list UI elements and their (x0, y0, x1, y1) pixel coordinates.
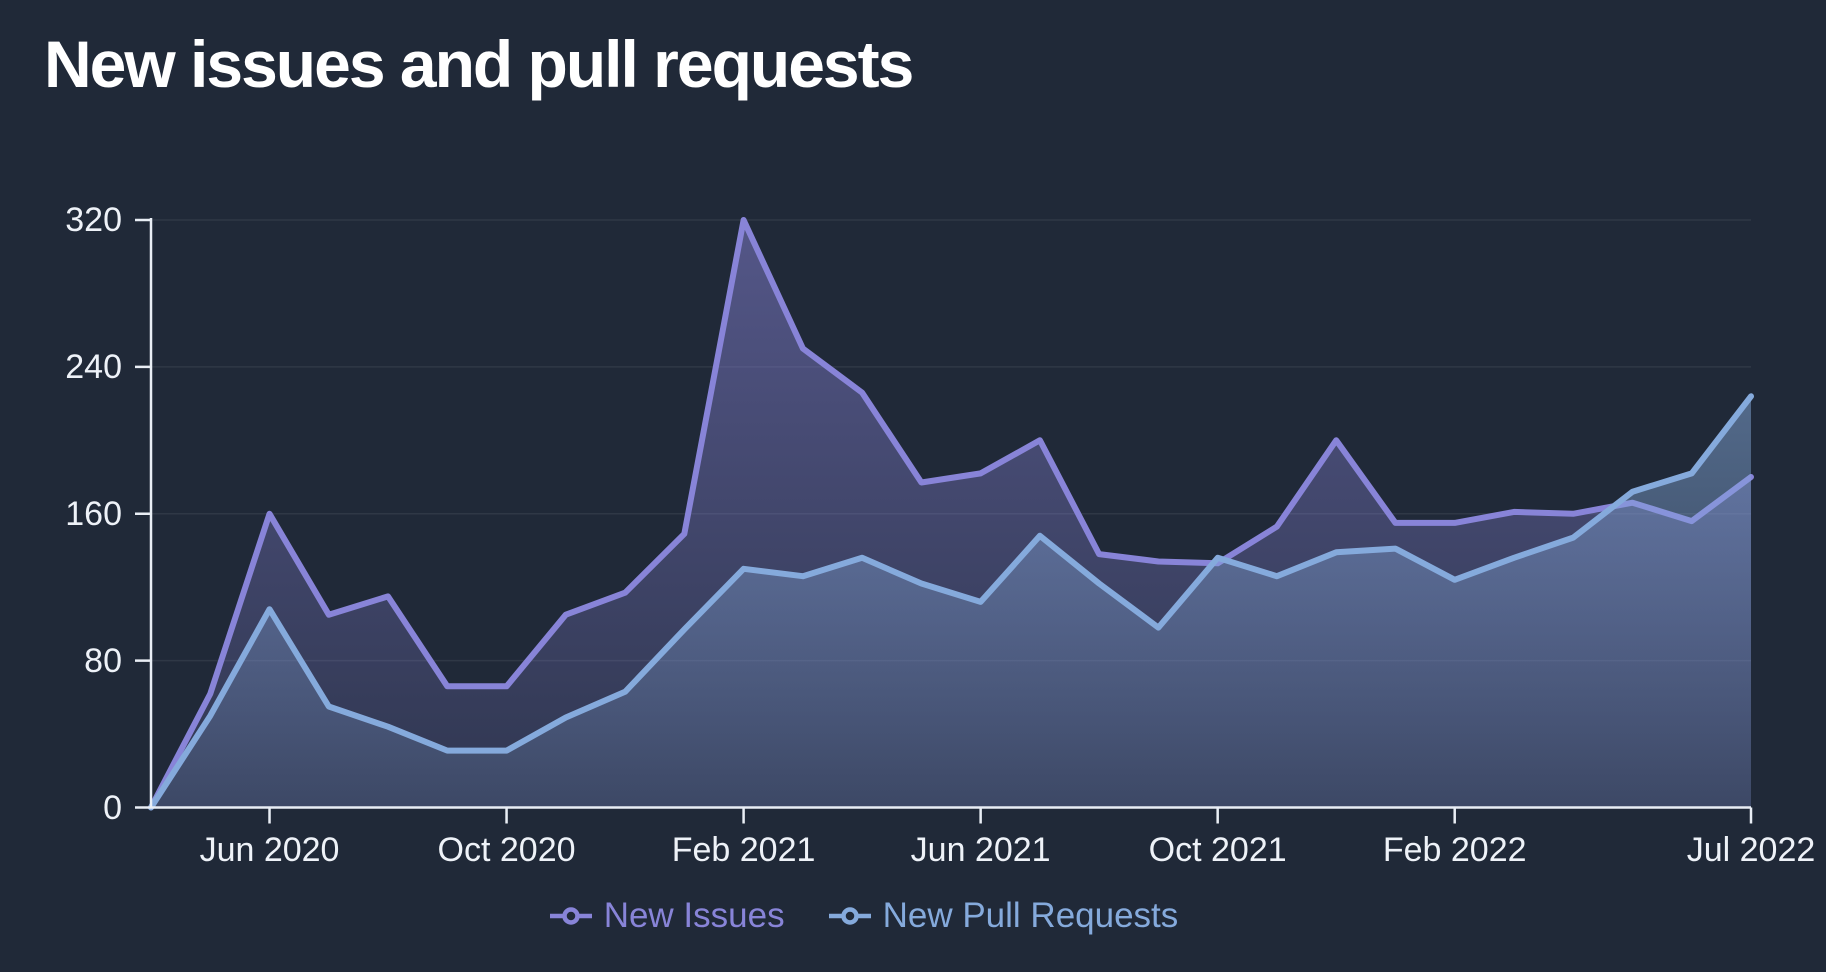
x-axis-tick-label: Jun 2021 (910, 831, 1051, 869)
line-new-pull-requests (148, 393, 1754, 811)
y-axis-tick-label: 80 (84, 641, 122, 680)
line-marker-icon (549, 907, 592, 925)
area-new-pull-requests (151, 396, 1751, 808)
line-new-issues (148, 217, 1754, 811)
x-axis-tick-label: Oct 2021 (1148, 831, 1287, 869)
chart-title: New issues and pull requests (44, 27, 914, 101)
legend-item-new-issues[interactable]: New Issues (548, 896, 785, 936)
legend-label: New Issues (603, 896, 785, 935)
chart-legend: New Issues New Pull Requests (0, 896, 1826, 936)
x-axis-tick-label: Jul 2022 (1686, 831, 1816, 869)
line-marker-icon (828, 907, 871, 925)
legend-label: New Pull Requests (882, 896, 1179, 935)
y-axis-tick-label: 320 (65, 201, 122, 239)
y-axis-tick-label: 160 (65, 494, 122, 533)
y-axis-tick-label: 240 (65, 347, 122, 386)
x-axis-tick-label: Feb 2021 (671, 831, 816, 869)
x-axis-tick-label: Feb 2022 (1382, 831, 1527, 869)
x-axis-tick-label: Oct 2020 (437, 831, 576, 869)
y-axis-tick-label: 0 (103, 788, 122, 827)
x-axis-tick-label: Jun 2020 (199, 831, 340, 869)
legend-item-new-pull-requests[interactable]: New Pull Requests (827, 896, 1179, 936)
